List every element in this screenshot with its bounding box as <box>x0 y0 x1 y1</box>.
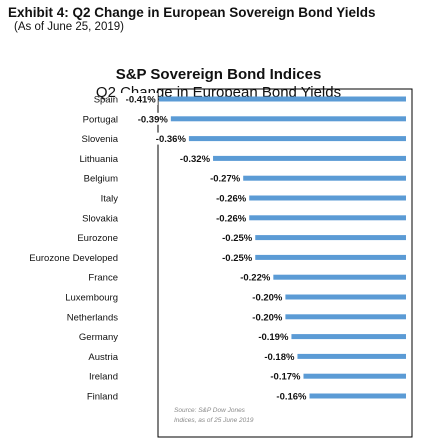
bar <box>243 175 406 181</box>
value-label-background <box>205 172 243 185</box>
value-label-background <box>259 350 297 363</box>
category-label: Ireland <box>89 372 118 383</box>
bar <box>255 235 406 241</box>
value-label-background <box>132 112 170 125</box>
bar <box>158 96 406 102</box>
category-label: Slovakia <box>82 213 119 224</box>
value-label: -0.20% <box>252 293 283 304</box>
category-label: Luxembourg <box>65 293 118 304</box>
category-label: Slovenia <box>82 134 119 145</box>
value-label: -0.32% <box>180 154 211 165</box>
bar <box>213 155 406 161</box>
category-label: Eurozone <box>77 233 118 244</box>
bar <box>273 274 406 280</box>
value-label: -0.25% <box>222 233 253 244</box>
chart-title: S&P Sovereign Bond Indices <box>115 66 322 83</box>
category-label: Germany <box>79 332 118 343</box>
exhibit-date: (As of June 25, 2019) <box>14 21 124 33</box>
bar <box>249 215 406 221</box>
category-label: Netherlands <box>67 312 118 323</box>
bar <box>285 294 406 300</box>
category-label: Lithuania <box>79 154 118 165</box>
value-label: -0.39% <box>138 114 169 125</box>
value-label-background <box>253 330 291 343</box>
category-label: Belgium <box>84 174 118 185</box>
source-note-line-1: Source: S&P Dow Jones <box>174 407 246 414</box>
plot-frame <box>157 88 413 438</box>
category-label: Portugal <box>83 114 118 125</box>
value-label-background <box>265 370 303 383</box>
value-label-background <box>247 291 285 303</box>
value-label-background <box>211 192 249 204</box>
value-label-background <box>235 271 273 284</box>
value-label: -0.19% <box>258 332 289 343</box>
exhibit-title: Exhibit 4: Q2 Change in European Soverei… <box>8 5 376 20</box>
value-label: -0.16% <box>276 392 307 403</box>
value-label-background <box>271 390 309 402</box>
value-label: -0.17% <box>270 372 301 383</box>
bar <box>255 254 406 260</box>
bar <box>170 116 406 122</box>
category-label: Austria <box>88 352 118 363</box>
value-label: -0.36% <box>156 134 187 145</box>
bar <box>297 353 406 359</box>
category-label: Spain <box>94 95 118 106</box>
value-label: -0.26% <box>216 213 247 224</box>
value-label-background <box>150 132 188 145</box>
value-label: -0.41% <box>126 95 157 106</box>
value-label: -0.25% <box>222 253 253 264</box>
bar <box>249 195 406 201</box>
bar <box>188 136 406 142</box>
category-label: France <box>88 273 118 284</box>
value-label: -0.20% <box>252 312 283 323</box>
bar <box>291 334 406 340</box>
source-note-line-2: Indices, as of 25 June 2019 <box>174 417 254 424</box>
category-label: Eurozone Developed <box>29 253 118 264</box>
value-label-background <box>120 93 158 105</box>
category-label: Italy <box>101 194 119 205</box>
value-label-background <box>247 310 285 323</box>
category-label: Finland <box>87 392 118 403</box>
bar <box>303 373 406 379</box>
value-label: -0.26% <box>216 194 247 205</box>
value-label: -0.27% <box>210 174 241 185</box>
value-label-background <box>175 152 213 165</box>
value-label: -0.22% <box>240 273 271 284</box>
value-label: -0.18% <box>264 352 295 363</box>
value-label-background <box>217 231 255 244</box>
bar <box>309 393 406 399</box>
value-label-background <box>217 251 255 264</box>
value-label-background <box>211 211 249 224</box>
bar <box>285 314 406 320</box>
